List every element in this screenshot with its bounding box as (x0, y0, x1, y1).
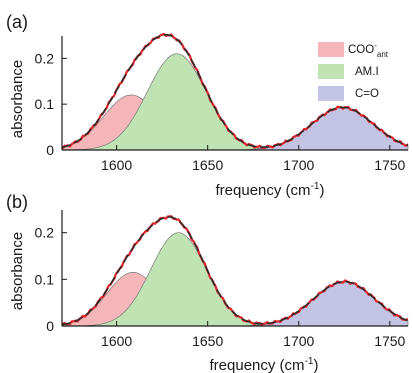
y-tick-label: 0 (46, 318, 54, 334)
y-tick-label: 0.1 (35, 271, 55, 287)
x-tick-label: 1750 (374, 333, 405, 349)
panel-b: (b) absorbance 1600 1650 1700 1750 0 0.1 0.2 f… (6, 192, 409, 373)
x-tick-label: 1650 (192, 333, 223, 349)
x-axis-label-a: frequency (cm-1) (216, 181, 325, 199)
y-axis-label-a: absorbance (9, 60, 26, 138)
x-axis-label-b: frequency (cm-1) (210, 356, 319, 373)
panel-label-a: (a) (6, 12, 28, 32)
legend-swatch-coo (318, 42, 344, 57)
legend: COO-ant AM.I C=O (318, 41, 389, 101)
legend-label-ami: AM.I (355, 66, 379, 78)
x-tick-label: 1700 (283, 157, 314, 173)
legend-swatch-ami (318, 64, 344, 79)
x-tick-label: 1700 (283, 333, 314, 349)
x-tick-label: 1600 (101, 333, 132, 349)
plot-area-a: 1600 1650 1700 1750 0 0.1 0.2 (35, 32, 409, 173)
x-tick-label: 1650 (192, 157, 223, 173)
y-axis-label-b: absorbance (9, 232, 26, 310)
x-tick-label: 1750 (374, 157, 405, 173)
measured-spectrum-line (61, 32, 409, 150)
fit-sum-line (61, 216, 409, 326)
legend-label-coo: COO-ant (348, 41, 389, 59)
panel-a: (a) absorbance 1600 1650 1700 1750 0 0.1 0.2 f… (6, 12, 409, 199)
legend-swatch-co (318, 86, 344, 101)
legend-label-co: C=O (355, 88, 379, 100)
y-tick-label: 0.2 (35, 50, 55, 66)
plot-area-b: 1600 1650 1700 1750 0 0.1 0.2 (35, 210, 409, 349)
panel-label-b: (b) (6, 192, 28, 212)
y-tick-label: 0 (46, 142, 54, 158)
y-tick-label: 0.2 (35, 225, 55, 241)
x-tick-label: 1600 (101, 157, 132, 173)
y-tick-label: 0.1 (35, 96, 55, 112)
